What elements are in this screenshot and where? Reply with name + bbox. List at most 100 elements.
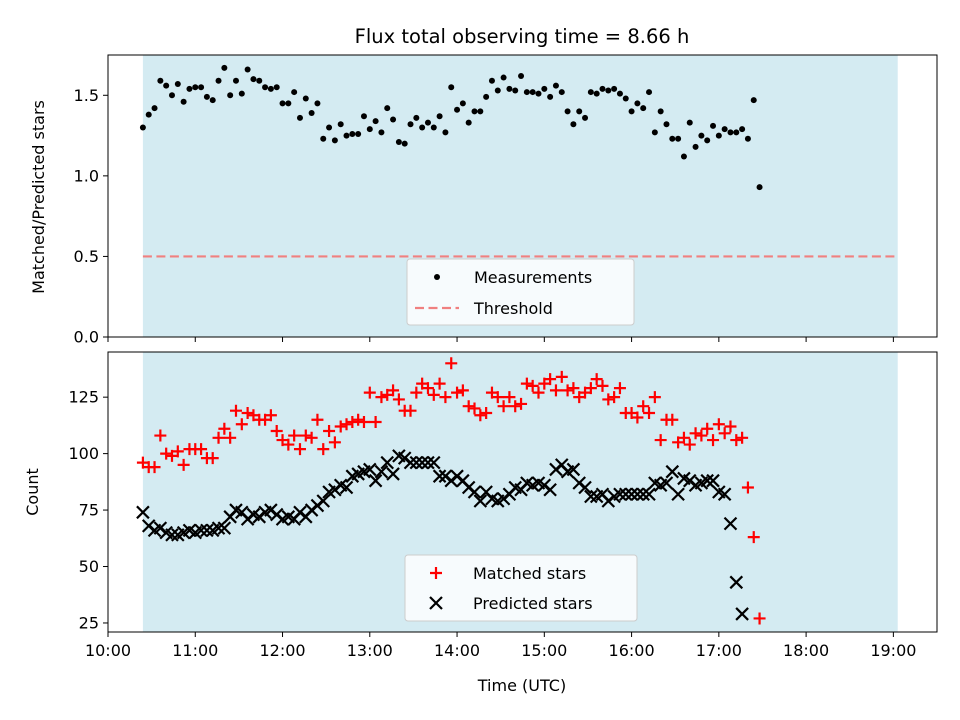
measurement-point: [326, 124, 333, 131]
measurement-point: [157, 77, 164, 84]
matched-star-point: [148, 461, 161, 474]
measurement-point: [739, 126, 746, 133]
measurement-point: [192, 84, 199, 91]
predicted-star-point: [624, 487, 639, 502]
measurement-point: [372, 118, 379, 125]
x-tick-label: 12:00: [259, 641, 305, 660]
top-legend: Measurements Threshold: [406, 258, 635, 326]
predicted-star-point: [363, 462, 377, 477]
measurement-point: [657, 108, 664, 115]
measurement-point: [198, 84, 205, 91]
measurement-point: [267, 85, 274, 92]
predicted-star-point: [735, 607, 749, 621]
matched-star-point: [666, 413, 679, 426]
matched-star-point: [334, 420, 347, 433]
predicted-star-point: [467, 485, 482, 499]
measurement-point: [227, 92, 234, 99]
legend-matched-marker: [430, 567, 442, 579]
matched-star-point: [590, 373, 603, 386]
matched-star-point: [224, 431, 237, 444]
matched-star-point: [299, 429, 312, 442]
matched-star-point: [631, 411, 644, 424]
matched-star-point: [741, 481, 754, 494]
measurement-point: [424, 119, 431, 126]
predicted-star-point: [700, 473, 714, 488]
bottom-y-tick-label: 50: [79, 557, 99, 576]
measurement-point: [721, 126, 728, 133]
matched-star-point: [707, 434, 720, 447]
measurement-point: [634, 100, 641, 107]
measurement-point: [407, 121, 414, 128]
x-tick-label: 14:00: [434, 641, 480, 660]
x-tick-label: 13:00: [347, 641, 393, 660]
matched-star-point: [520, 377, 533, 390]
measurement-point: [564, 108, 571, 115]
measurement-point: [168, 92, 175, 99]
measurement-point: [605, 87, 612, 94]
matched-star-point: [567, 382, 580, 395]
matched-star-point: [544, 373, 557, 386]
top-y-tick-label: 0.0: [74, 328, 99, 347]
predicted-star-point: [368, 473, 383, 488]
predicted-star-point: [473, 494, 488, 508]
top-y-ticks: 0.0 0.5 1.0 1.5: [74, 86, 108, 347]
matched-star-point: [369, 416, 382, 428]
bottom-panel: 25 50 75 100 125 10:00 11:00 12:00 13:00 14:00 15…: [23, 351, 938, 695]
top-y-tick-label: 1.5: [74, 86, 99, 105]
measurement-point: [552, 82, 559, 89]
measurement-point: [366, 126, 373, 133]
measurement-point: [221, 64, 228, 71]
measurement-point: [558, 89, 565, 96]
measurement-point: [256, 77, 263, 84]
measurement-point: [238, 90, 245, 97]
measurement-point: [215, 77, 222, 84]
measurement-point: [744, 135, 751, 142]
measurement-point: [139, 124, 146, 131]
measurement-point: [401, 140, 408, 147]
measurement-point: [285, 100, 292, 107]
measurement-point: [483, 93, 490, 100]
matched-star-point: [584, 382, 597, 395]
matched-star-point: [602, 393, 615, 406]
matched-star-point: [218, 422, 231, 435]
matched-star-point: [561, 384, 574, 397]
measurement-point: [250, 76, 257, 83]
matched-star-point: [480, 406, 493, 419]
matched-star-point: [532, 386, 545, 399]
top-x-ticks: [107, 337, 894, 342]
predicted-star-point: [723, 516, 738, 531]
matched-star-point: [270, 425, 283, 438]
predicted-star-point: [665, 464, 680, 479]
matched-star-point: [596, 379, 609, 392]
measurement-point: [477, 108, 484, 115]
measurement-point: [180, 98, 187, 105]
measurement-point: [273, 84, 280, 91]
matched-star-point: [497, 400, 510, 413]
measurement-point: [640, 105, 647, 112]
measurement-point: [244, 66, 251, 73]
measurement-point: [587, 89, 594, 96]
legend-matched-label: Matched stars: [473, 564, 586, 583]
predicted-star-point: [217, 521, 232, 535]
predicted-star-point: [380, 455, 395, 470]
matched-star-point: [357, 416, 370, 428]
matched-star-point: [311, 413, 324, 426]
top-legend-box: [406, 258, 635, 326]
x-tick-label: 10:00: [85, 641, 131, 660]
matched-star-point: [712, 418, 725, 431]
measurement-point: [646, 89, 653, 96]
matched-star-point: [206, 452, 219, 465]
matched-star-point: [346, 416, 359, 428]
measurement-point: [145, 111, 152, 118]
measurement-point: [704, 137, 711, 144]
legend-predicted-marker: [429, 596, 443, 610]
measurement-point: [419, 124, 426, 131]
predicted-star-points: [136, 449, 749, 621]
x-axis-label: Time (UTC): [477, 676, 566, 695]
measurement-point: [355, 130, 362, 137]
measurement-point: [459, 100, 466, 107]
measurement-point: [680, 153, 687, 160]
measurement-point: [593, 90, 600, 97]
measurement-point: [320, 135, 327, 142]
predicted-star-point: [613, 487, 627, 502]
